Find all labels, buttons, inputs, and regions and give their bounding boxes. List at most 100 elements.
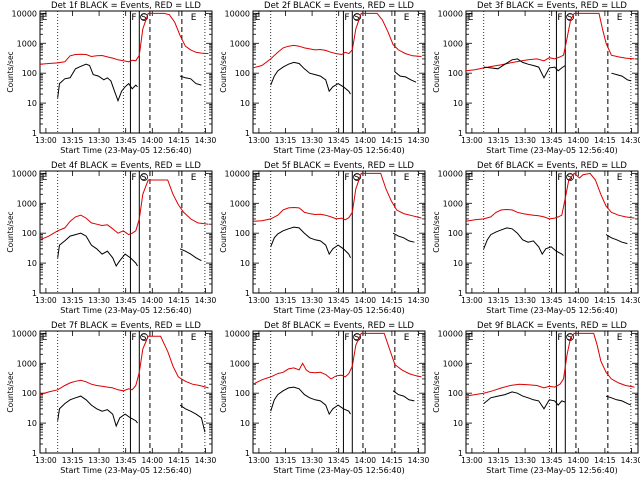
x-tick-label: 13:15 [275, 296, 297, 305]
y-tick-label: 100 [22, 229, 37, 238]
marker-letter-e: E [255, 13, 261, 23]
marker-circle [140, 173, 148, 181]
events-series-line [605, 234, 628, 245]
marker-letter-e: E [404, 13, 410, 23]
y-axis-label: Counts/sec [6, 211, 15, 252]
x-tick-label: 13:30 [88, 136, 110, 145]
x-tick-label: 13:45 [328, 296, 350, 305]
marker-circle [566, 173, 574, 181]
y-tick-label: 1000 [230, 39, 250, 48]
lld-series-line [465, 12, 635, 72]
y-tick-label: 100 [235, 389, 250, 398]
panel-title: Det 5f BLACK = Events, RED = LLD [264, 161, 414, 171]
events-series-line [605, 395, 632, 406]
y-tick-label: 10 [27, 419, 37, 428]
marker-letter-f: F [131, 333, 136, 343]
y-tick-label: 10000 [12, 9, 37, 18]
y-tick-label: 100 [448, 69, 463, 78]
y-tick-label: 1 [458, 289, 463, 298]
x-tick-label: 13:00 [35, 136, 57, 145]
x-tick-label: 13:30 [514, 456, 536, 465]
y-tick-label: 100 [448, 389, 463, 398]
x-tick-label: 14:00 [567, 136, 589, 145]
y-tick-label: 10000 [12, 329, 37, 338]
marker-letter-f: F [557, 13, 562, 23]
x-tick-label: 14:00 [354, 136, 376, 145]
x-tick-label: 13:00 [35, 296, 57, 305]
plot-frame [39, 170, 213, 294]
panel-9: 1 10 100 1000 10000 13:00 13:15 13:30 13:45 14:00… [432, 321, 640, 475]
events-series-line [270, 226, 351, 259]
x-tick-label: 14:30 [408, 136, 430, 145]
panel-title: Det 8f BLACK = Events, RED = LLD [264, 321, 414, 331]
y-axis-label: Counts/sec [219, 211, 228, 252]
y-tick-label: 10 [453, 259, 463, 268]
marker-letter-e: E [468, 13, 474, 23]
x-tick-label: 13:30 [301, 136, 323, 145]
y-axis-label: Counts/sec [432, 211, 441, 252]
y-axis-label: Counts/sec [6, 371, 15, 412]
y-tick-label: 10000 [438, 329, 463, 338]
lld-series-line [39, 179, 209, 241]
marker-letter-f: F [344, 173, 349, 183]
x-tick-label: 13:15 [488, 456, 510, 465]
marker-letter-f: F [344, 13, 349, 23]
x-tick-label: 14:15 [168, 456, 190, 465]
x-tick-label: 14:15 [381, 296, 403, 305]
marker-letter-f: F [131, 13, 136, 23]
y-tick-label: 1 [458, 449, 463, 458]
marker-letter-e: E [617, 333, 623, 343]
events-series-line [483, 227, 564, 256]
x-tick-label: 14:30 [195, 136, 217, 145]
y-axis-label: Counts/sec [219, 371, 228, 412]
x-tick-label: 14:15 [381, 136, 403, 145]
events-series-line [270, 61, 351, 95]
marker-letter-e: E [191, 13, 197, 23]
marker-letter-f: F [557, 173, 562, 183]
lld-series-line [39, 335, 209, 396]
x-axis-label: Start Time (23-May-05 12:56:40) [273, 306, 404, 315]
marker-letter-s: S [141, 13, 147, 23]
marker-circle [353, 333, 361, 341]
y-tick-label: 10000 [225, 329, 250, 338]
y-tick-label: 1 [245, 449, 250, 458]
x-tick-label: 14:15 [594, 296, 616, 305]
marker-letter-e: E [617, 13, 623, 23]
x-tick-label: 13:00 [461, 456, 483, 465]
x-tick-label: 13:15 [488, 136, 510, 145]
y-tick-label: 1000 [17, 39, 37, 48]
y-axis-label: Counts/sec [432, 51, 441, 92]
x-tick-label: 13:45 [115, 296, 137, 305]
events-series-line [392, 232, 415, 243]
marker-letter-e: E [404, 173, 410, 183]
x-tick-label: 14:15 [168, 136, 190, 145]
plot-frame [465, 330, 639, 454]
panel-title: Det 6f BLACK = Events, RED = LLD [477, 161, 627, 171]
y-tick-label: 1 [245, 289, 250, 298]
lld-series-line [465, 332, 635, 397]
x-tick-label: 14:15 [381, 456, 403, 465]
x-tick-label: 14:30 [621, 136, 640, 145]
x-tick-label: 13:00 [248, 456, 270, 465]
plot-frame [252, 10, 426, 134]
marker-letter-f: F [344, 333, 349, 343]
panel-2: 1 10 100 1000 10000 13:00 13:15 13:30 13:45 14:00… [219, 1, 430, 155]
x-tick-label: 13:45 [328, 456, 350, 465]
y-tick-label: 1 [32, 129, 37, 138]
events-series-line [483, 391, 566, 410]
events-series-line [179, 404, 206, 433]
marker-letter-s: S [141, 333, 147, 343]
events-series-line [611, 72, 632, 82]
x-tick-label: 14:00 [354, 296, 376, 305]
marker-letter-e: E [42, 173, 48, 183]
y-tick-label: 1000 [230, 359, 250, 368]
x-tick-label: 14:00 [141, 136, 163, 145]
x-tick-label: 13:30 [88, 456, 110, 465]
marker-letter-e: E [255, 333, 261, 343]
panel-title: Det 9f BLACK = Events, RED = LLD [477, 321, 627, 331]
x-tick-label: 14:30 [195, 456, 217, 465]
marker-circle [353, 13, 361, 21]
y-tick-label: 1 [458, 129, 463, 138]
marker-letter-e: E [191, 333, 197, 343]
